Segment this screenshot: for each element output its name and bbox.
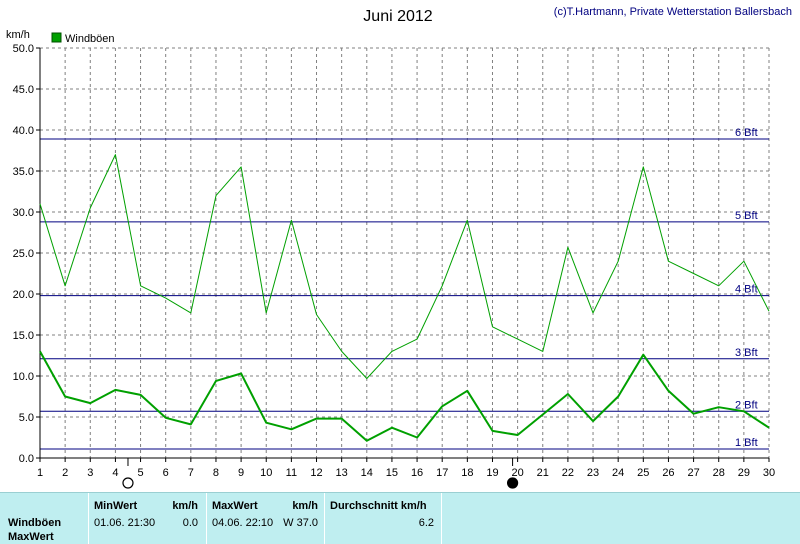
avg-header: Durchschnitt km/h xyxy=(330,500,427,512)
x-tick-label: 6 xyxy=(163,467,169,479)
x-tick-label: 25 xyxy=(637,467,649,479)
x-tick-label: 27 xyxy=(687,467,699,479)
x-tick-label: 24 xyxy=(612,467,624,479)
min-value: 0.0 xyxy=(182,517,198,529)
y-tick-label: 5.0 xyxy=(19,412,34,424)
y-tick-label: 50.0 xyxy=(13,43,34,55)
x-tick-label: 14 xyxy=(361,467,373,479)
min-header: MinWert xyxy=(94,500,138,512)
min-datetime: 01.06. 21:30 xyxy=(94,517,156,529)
full-moon-icon xyxy=(122,477,134,489)
x-tick-label: 21 xyxy=(537,467,549,479)
chart-credit: (c)T.Hartmann, Private Wetterstation Bal… xyxy=(554,6,792,18)
x-tick-label: 4 xyxy=(112,467,118,479)
y-tick-label: 10.0 xyxy=(13,371,34,383)
beaufort-label: 6 Bft xyxy=(735,127,758,139)
y-tick-label: 35.0 xyxy=(13,166,34,178)
x-tick-label: 11 xyxy=(286,467,297,479)
min-unit: km/h xyxy=(172,500,198,512)
max-unit: km/h xyxy=(292,500,318,512)
x-tick-label: 26 xyxy=(662,467,674,479)
y-tick-label: 20.0 xyxy=(13,289,34,301)
series-line-mean xyxy=(39,350,770,442)
chart-title: Juni 2012 xyxy=(363,8,432,25)
x-tick-label: 1 xyxy=(37,467,43,479)
x-tick-label: 8 xyxy=(213,467,219,479)
x-tick-label: 17 xyxy=(436,467,448,479)
y-tick-label: 15.0 xyxy=(13,330,34,342)
legend-swatch xyxy=(51,32,62,43)
row-label-windboeen: Windböen xyxy=(8,517,62,529)
x-tick-label: 20 xyxy=(511,467,523,479)
y-tick-label: 30.0 xyxy=(13,207,34,219)
x-tick-label: 29 xyxy=(738,467,750,479)
series-lines xyxy=(39,154,770,442)
max-header: MaxWert xyxy=(212,500,258,512)
tick-labels: 0.0 5.0 10.0 15.0 20.0 25.0 30.0 35.0 40.0 45.0 50… xyxy=(13,43,776,479)
beaufort-lines: 1 Bft 2 Bft 3 Bft 4 Bft 5 Bft 6 Bft xyxy=(40,127,769,450)
x-tick-label: 28 xyxy=(713,467,725,479)
series-line-gust xyxy=(39,154,770,379)
x-tick-label: 19 xyxy=(486,467,498,479)
x-tick-label: 10 xyxy=(260,467,272,479)
y-tick-label: 45.0 xyxy=(13,84,34,96)
max-datetime: 04.06. 22:10 xyxy=(212,517,274,529)
beaufort-label: 5 Bft xyxy=(735,210,758,222)
beaufort-label: 3 Bft xyxy=(735,347,758,359)
y-axis-unit: km/h xyxy=(6,29,30,41)
x-tick-label: 16 xyxy=(411,467,423,479)
x-tick-label: 5 xyxy=(137,467,143,479)
y-tick-label: 25.0 xyxy=(13,248,34,260)
x-tick-label: 18 xyxy=(461,467,473,479)
legend-label: Windböen xyxy=(65,33,115,45)
x-tick-label: 2 xyxy=(62,467,68,479)
x-tick-label: 3 xyxy=(87,467,93,479)
x-tick-label: 12 xyxy=(310,467,322,479)
max-value: W 37.0 xyxy=(283,517,318,529)
stats-footer: Windböen MaxWert MinWert km/h 01.06. 21:… xyxy=(0,492,800,544)
x-tick-label: 13 xyxy=(336,467,348,479)
y-tick-label: 0.0 xyxy=(19,453,34,465)
avg-value: 6.2 xyxy=(418,517,434,529)
wind-chart: Juni 2012 (c)T.Hartmann, Private Wetters… xyxy=(6,6,792,489)
beaufort-label: 1 Bft xyxy=(735,437,758,449)
moon-phases xyxy=(122,458,519,489)
x-tick-label: 23 xyxy=(587,467,599,479)
x-tick-label: 9 xyxy=(238,467,244,479)
grid xyxy=(39,47,770,459)
beaufort-label: 2 Bft xyxy=(735,399,758,411)
x-tick-label: 15 xyxy=(386,467,398,479)
y-tick-label: 40.0 xyxy=(13,125,34,137)
x-tick-label: 7 xyxy=(188,467,194,479)
x-tick-label: 30 xyxy=(763,467,775,479)
new-moon-icon xyxy=(506,477,519,489)
beaufort-label: 4 Bft xyxy=(735,284,758,296)
x-tick-label: 22 xyxy=(562,467,574,479)
row-label-maxwert: MaxWert xyxy=(8,531,54,543)
